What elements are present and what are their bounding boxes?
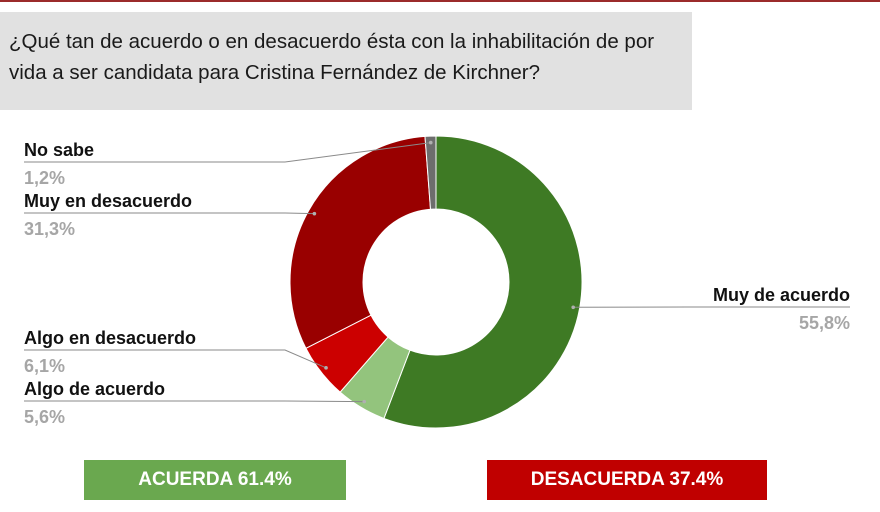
slice-muy-en-desacuerdo bbox=[289, 135, 432, 349]
value-algo-de-acuerdo: 5,6% bbox=[24, 407, 65, 427]
slice-muy-de-acuerdo bbox=[383, 135, 583, 429]
leader-line-algo-en-desacuerdo bbox=[24, 349, 327, 369]
leader-dot-muy-en-desacuerdo bbox=[312, 211, 317, 216]
slice-no-sabe bbox=[424, 135, 437, 210]
leader-dot-algo-en-desacuerdo bbox=[324, 366, 328, 370]
leader-line-algo-de-acuerdo bbox=[24, 400, 365, 403]
value-no-sabe: 1,2% bbox=[24, 168, 65, 188]
label-algo-de-acuerdo: Algo de acuerdo bbox=[24, 379, 165, 399]
question-title: ¿Qué tan de acuerdo o en desacuerdo ésta… bbox=[9, 30, 655, 84]
label-no-sabe: No sabe bbox=[24, 140, 94, 160]
disagree-summary-badge: DESACUERDA 37.4% bbox=[487, 460, 767, 500]
top-accent-rule bbox=[0, 0, 880, 2]
value-muy-de-acuerdo: 55,8% bbox=[799, 313, 850, 333]
leader-dot-algo-de-acuerdo bbox=[362, 399, 367, 404]
agree-summary-badge: ACUERDA 61.4% bbox=[84, 460, 346, 500]
label-muy-en-desacuerdo: Muy en desacuerdo bbox=[24, 191, 192, 211]
value-algo-en-desacuerdo: 6,1% bbox=[24, 356, 65, 376]
leader-dot-no-sabe bbox=[428, 140, 433, 145]
leader-dot-muy-de-acuerdo bbox=[571, 305, 575, 310]
question-box bbox=[0, 12, 692, 110]
leader-line-muy-en-desacuerdo bbox=[24, 212, 315, 215]
label-muy-de-acuerdo: Muy de acuerdo bbox=[713, 285, 850, 305]
value-muy-en-desacuerdo: 31,3% bbox=[24, 219, 75, 239]
leader-line-no-sabe bbox=[24, 142, 431, 163]
label-algo-en-desacuerdo: Algo en desacuerdo bbox=[24, 328, 196, 348]
